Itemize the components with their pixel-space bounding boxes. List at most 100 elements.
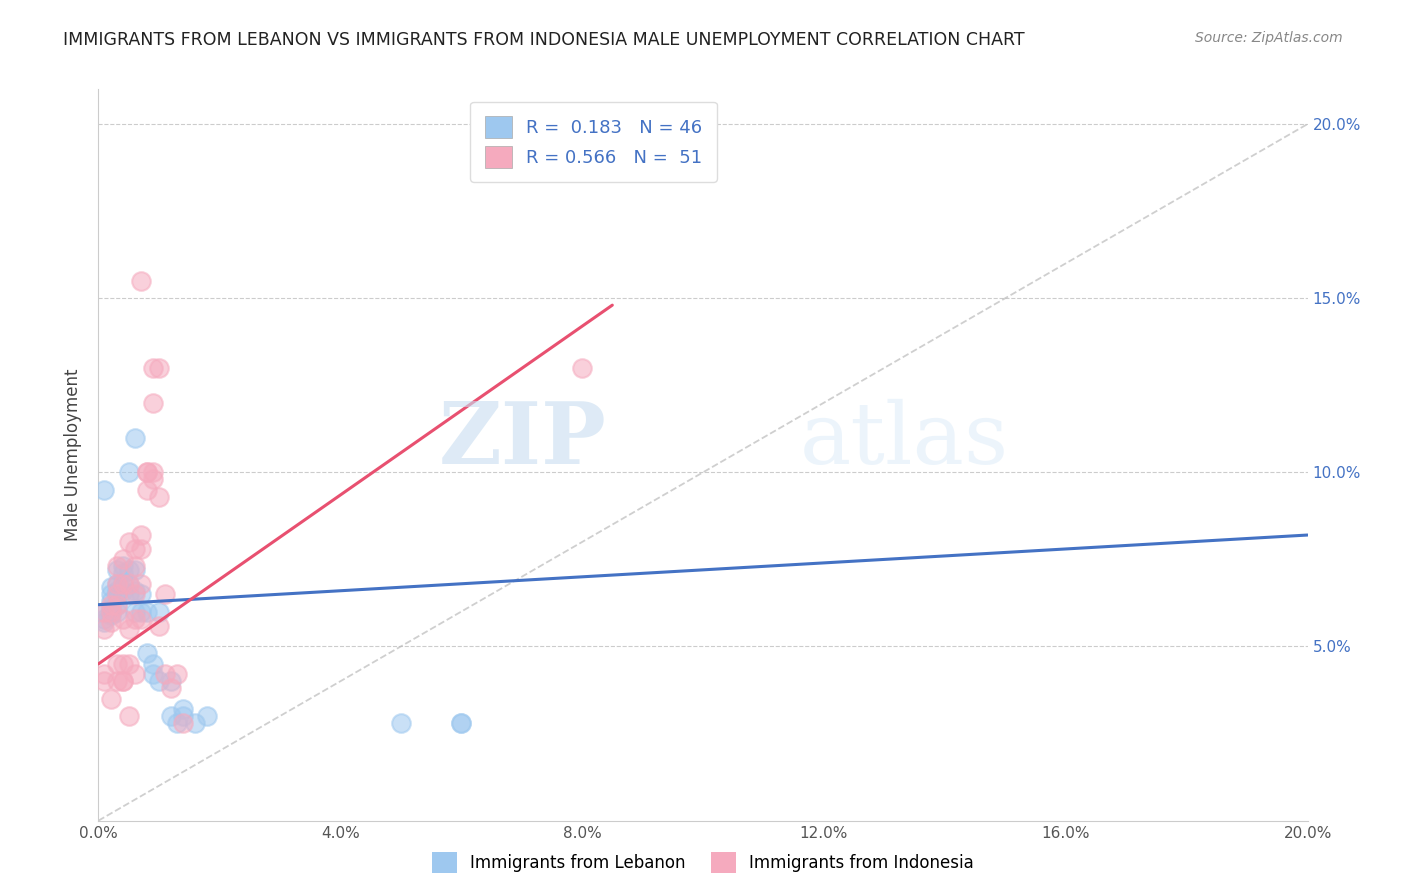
Point [142, 360, 165, 375]
Point [118, 709, 141, 723]
Point [93, 605, 115, 619]
Point [153, 667, 176, 681]
Point [105, 576, 128, 591]
Point [93, 605, 115, 619]
Point [172, 702, 194, 716]
Point [93, 667, 115, 681]
Point [124, 583, 146, 598]
Point [118, 466, 141, 480]
Point [118, 587, 141, 601]
Point [124, 612, 146, 626]
Point [142, 395, 165, 409]
Point [389, 716, 412, 731]
Point [105, 605, 128, 619]
Point [111, 674, 134, 689]
Point [129, 587, 152, 601]
Point [129, 274, 152, 288]
Point [118, 576, 141, 591]
Point [571, 360, 593, 375]
Point [100, 580, 122, 594]
Point [184, 716, 207, 731]
Point [118, 657, 141, 671]
Text: atlas: atlas [800, 399, 1010, 482]
Point [93, 674, 115, 689]
Point [142, 472, 165, 486]
Point [100, 598, 122, 612]
Point [105, 559, 128, 574]
Point [105, 674, 128, 689]
Point [111, 566, 134, 581]
Point [93, 612, 115, 626]
Point [111, 583, 134, 598]
Point [111, 559, 134, 574]
Point [129, 528, 152, 542]
Point [124, 541, 146, 556]
Point [111, 657, 134, 671]
Point [111, 576, 134, 591]
Point [111, 674, 134, 689]
Point [105, 587, 128, 601]
Point [111, 576, 134, 591]
Point [153, 587, 176, 601]
Point [124, 563, 146, 577]
Y-axis label: Male Unemployment: Male Unemployment [65, 368, 83, 541]
Point [105, 598, 128, 612]
Point [160, 681, 183, 696]
Point [135, 466, 157, 480]
Point [172, 716, 194, 731]
Point [160, 709, 183, 723]
Point [105, 576, 128, 591]
Point [105, 657, 128, 671]
Point [129, 605, 152, 619]
Point [166, 716, 188, 731]
Point [148, 490, 170, 504]
Point [195, 709, 218, 723]
Point [100, 615, 122, 629]
Point [111, 552, 134, 566]
Point [160, 674, 183, 689]
Point [450, 716, 472, 731]
Point [100, 601, 122, 615]
Legend: R =  0.183   N = 46, R = 0.566   N =  51: R = 0.183 N = 46, R = 0.566 N = 51 [470, 102, 717, 182]
Point [135, 483, 157, 497]
Point [129, 612, 152, 626]
Point [105, 598, 128, 612]
Point [105, 563, 128, 577]
Text: IMMIGRANTS FROM LEBANON VS IMMIGRANTS FROM INDONESIA MALE UNEMPLOYMENT CORRELATI: IMMIGRANTS FROM LEBANON VS IMMIGRANTS FR… [63, 31, 1025, 49]
Point [105, 587, 128, 601]
Point [450, 716, 472, 731]
Point [148, 618, 170, 632]
Point [129, 541, 152, 556]
Point [142, 466, 165, 480]
Point [105, 583, 128, 598]
Point [124, 605, 146, 619]
Point [135, 605, 157, 619]
Point [100, 587, 122, 601]
Point [100, 608, 122, 623]
Point [124, 430, 146, 444]
Point [93, 483, 115, 497]
Point [100, 691, 122, 706]
Point [166, 667, 188, 681]
Legend: Immigrants from Lebanon, Immigrants from Indonesia: Immigrants from Lebanon, Immigrants from… [426, 846, 980, 880]
Point [118, 535, 141, 549]
Point [100, 605, 122, 619]
Point [135, 466, 157, 480]
Point [93, 615, 115, 629]
Point [142, 657, 165, 671]
Point [148, 605, 170, 619]
Point [148, 360, 170, 375]
Text: Source: ZipAtlas.com: Source: ZipAtlas.com [1195, 31, 1343, 45]
Point [142, 667, 165, 681]
Point [148, 674, 170, 689]
Point [100, 594, 122, 608]
Point [118, 576, 141, 591]
Point [129, 576, 152, 591]
Point [100, 605, 122, 619]
Text: ZIP: ZIP [439, 399, 606, 483]
Point [118, 563, 141, 577]
Point [111, 612, 134, 626]
Point [124, 667, 146, 681]
Point [124, 559, 146, 574]
Point [135, 647, 157, 661]
